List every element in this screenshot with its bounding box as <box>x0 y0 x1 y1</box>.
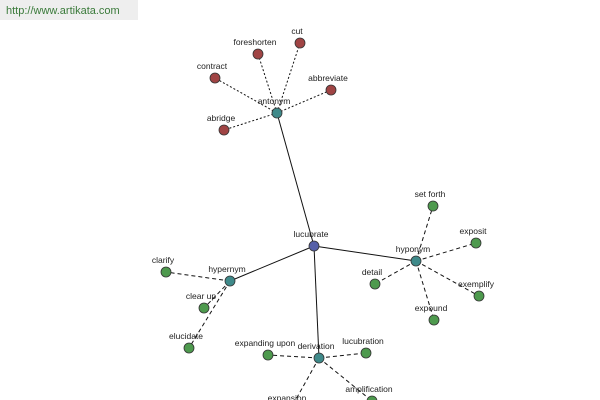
node <box>360 347 372 359</box>
node <box>410 255 422 267</box>
node <box>427 200 439 212</box>
node-label: lucubration <box>342 336 384 346</box>
node <box>252 48 264 60</box>
node <box>224 275 236 287</box>
node-label: contract <box>197 61 228 71</box>
edge <box>203 280 231 309</box>
node-label: set forth <box>415 189 446 199</box>
node <box>313 352 325 364</box>
node-label: exposit <box>460 226 488 236</box>
edge <box>223 112 278 131</box>
node <box>198 302 210 314</box>
edge <box>276 89 332 114</box>
node-label: abbreviate <box>308 73 348 83</box>
node-label: expound <box>415 303 448 313</box>
edge <box>276 42 301 114</box>
node-label: cut <box>291 26 303 36</box>
node-label: exemplify <box>458 279 495 289</box>
node-label: clarify <box>152 255 175 265</box>
node-label: expanding upon <box>235 338 296 348</box>
node-label: abridge <box>207 113 236 123</box>
node <box>308 240 320 252</box>
edge <box>188 280 231 349</box>
edge <box>229 245 315 282</box>
node <box>183 342 195 354</box>
node <box>369 278 381 290</box>
node-label: foreshorten <box>234 37 277 47</box>
node <box>428 314 440 326</box>
node <box>470 237 482 249</box>
edge <box>267 354 320 359</box>
node <box>160 266 172 278</box>
node-label: hypernym <box>208 264 245 274</box>
node-label: detail <box>362 267 382 277</box>
node-label: elucidate <box>169 331 203 341</box>
node <box>271 107 283 119</box>
edge <box>415 260 435 321</box>
edge <box>313 245 320 359</box>
edge <box>295 357 320 400</box>
edge <box>374 260 417 285</box>
edge <box>318 357 372 400</box>
node <box>218 124 230 136</box>
node-label: antonym <box>258 96 291 106</box>
node <box>366 395 378 400</box>
node-label: hyponym <box>396 244 431 254</box>
node-label: lucubrate <box>294 229 329 239</box>
site-url[interactable]: http://www.artikata.com <box>0 0 138 20</box>
edge <box>313 245 417 262</box>
node <box>262 349 274 361</box>
edge <box>415 260 480 297</box>
edge <box>318 352 367 359</box>
edge <box>165 271 231 282</box>
node <box>209 72 221 84</box>
node-label: derivation <box>298 341 335 351</box>
edge <box>415 205 434 262</box>
node <box>294 37 306 49</box>
node <box>325 84 337 96</box>
node <box>473 290 485 302</box>
node-label: clear up <box>186 291 217 301</box>
node-label: expansion <box>268 393 307 400</box>
node-label: amplification <box>345 384 393 394</box>
edge <box>276 112 315 247</box>
edge <box>415 242 477 262</box>
